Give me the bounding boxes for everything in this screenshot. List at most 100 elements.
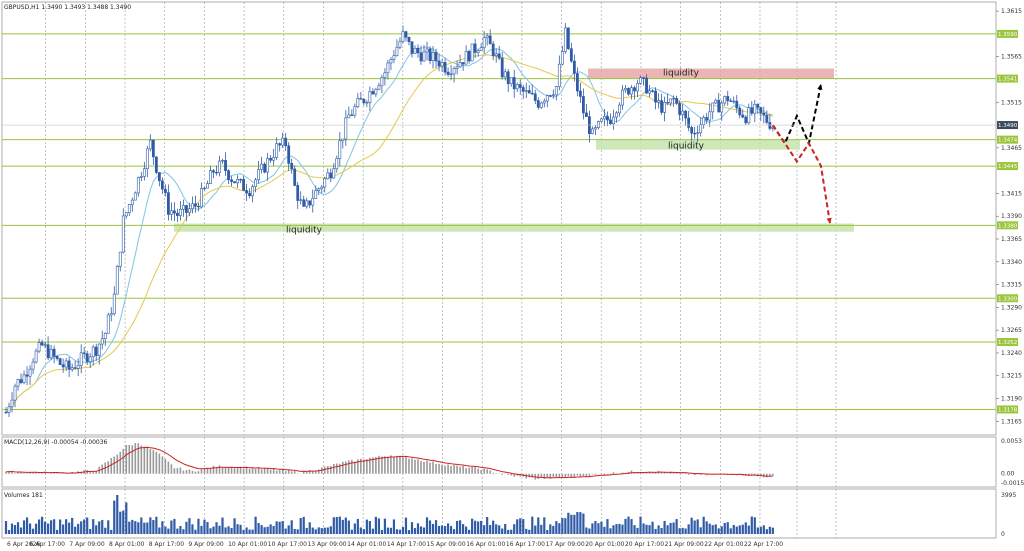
candle-body — [317, 188, 321, 191]
candle-body — [696, 132, 700, 134]
candle-body — [338, 140, 342, 159]
candle-body — [139, 176, 143, 178]
candle-body — [85, 353, 89, 363]
current-price-label: 1.3490 — [998, 123, 1018, 129]
time-label: 8 Apr 17:00 — [149, 541, 184, 548]
candle-body — [236, 178, 239, 184]
volume-bar — [666, 525, 669, 534]
volume-bar — [293, 528, 296, 534]
volume-bar — [657, 525, 660, 534]
horizontal-levels[interactable]: 1.3590 1.3541 1.3474 1.3445 1.3380 1.3300 1.32… — [2, 29, 1018, 414]
volume-bar — [455, 520, 459, 534]
volume-bar — [516, 519, 519, 534]
volume-bar — [639, 516, 642, 534]
volume-bar — [323, 527, 326, 534]
volume-bar — [113, 500, 116, 534]
candle-body — [663, 102, 666, 113]
candle-body — [380, 77, 384, 87]
volume-bar — [738, 525, 741, 534]
volume-bar — [185, 521, 188, 534]
volume-bar — [449, 526, 453, 534]
volume-bar — [708, 523, 711, 534]
volume-bar — [83, 519, 86, 534]
symbol-header: GBPUSD,H1 1.3490 1.3493 1.3488 1.3490 — [4, 4, 131, 11]
volume-bar — [492, 520, 495, 534]
projection-arrowhead — [826, 217, 832, 224]
volume-bar — [416, 523, 420, 534]
volume-bar — [377, 518, 380, 534]
candle-body — [188, 208, 191, 213]
candle-body — [136, 177, 140, 194]
candle-body — [542, 100, 546, 104]
volume-bar — [452, 529, 456, 534]
volume-bar — [335, 517, 338, 534]
price-tick-label: 1.3615 — [1001, 8, 1022, 15]
level-label: 1.3445 — [998, 164, 1018, 170]
volume-bar — [771, 527, 774, 534]
volume-bar — [176, 528, 179, 534]
volume-bar — [440, 525, 444, 534]
projection-path-down — [771, 124, 831, 224]
volume-bar — [672, 522, 675, 534]
volume-bar — [675, 519, 678, 534]
candle-body — [121, 215, 125, 253]
volume-bar — [660, 528, 663, 534]
volume-bar — [77, 523, 80, 534]
volume-bar — [762, 525, 765, 534]
candle-body — [597, 121, 600, 128]
candle-body — [612, 116, 615, 124]
candle-body — [7, 406, 11, 413]
candle-body — [242, 179, 245, 191]
volume-bar — [582, 513, 585, 534]
liquidity-zones[interactable]: liquidity liquidity liquidity — [174, 68, 854, 236]
candle-body — [127, 204, 131, 213]
candle-body — [103, 333, 107, 340]
volume-bar — [332, 517, 335, 534]
price-tick-label: 1.3265 — [1001, 327, 1022, 334]
current-price-marker: 1.3490 — [2, 121, 1018, 130]
volume-bar — [465, 526, 468, 534]
level-label: 1.3590 — [998, 32, 1018, 38]
candle-body — [458, 62, 462, 68]
volume-bar — [543, 517, 546, 534]
candle-body — [675, 98, 679, 104]
level-label: 1.3541 — [998, 77, 1017, 83]
volume-bar — [723, 522, 726, 534]
candle-body — [389, 59, 393, 64]
projection-arrows[interactable] — [771, 83, 832, 224]
candle-body — [109, 313, 113, 316]
level-tag — [997, 338, 1018, 347]
candle-body — [218, 160, 221, 174]
candle-body — [82, 352, 86, 354]
liquidity-label: liquidity — [668, 142, 705, 152]
candle-body — [494, 53, 498, 57]
candle-body — [260, 163, 264, 170]
candle-body — [142, 168, 146, 177]
volume-bar — [233, 518, 236, 534]
macd-signal-line — [5, 446, 773, 479]
volume-bar — [720, 526, 723, 534]
volumes-pane[interactable]: 3995 0 — [4, 492, 1017, 538]
volume-bar — [98, 521, 101, 534]
candle-body — [239, 178, 242, 181]
volume-bar — [383, 518, 387, 534]
candle-body — [145, 148, 149, 169]
volume-bar — [119, 511, 122, 534]
volume-bar — [200, 525, 203, 534]
macd-pane[interactable]: 0.0053 0.00 -0.0015 — [5, 438, 1024, 487]
volume-bar — [80, 521, 83, 534]
volume-bar — [434, 520, 438, 534]
candle-body — [548, 95, 552, 97]
volume-bar — [221, 517, 224, 534]
price-axis[interactable]: 1.3615 1.3565 1.3515 1.3465 1.3415 1.3390 1.33… — [996, 8, 1022, 425]
candle-body — [509, 77, 513, 85]
candle-body — [151, 139, 155, 158]
volume-bar — [182, 529, 185, 534]
volume-bar — [89, 528, 92, 534]
candle-body — [4, 411, 8, 414]
candle-body — [302, 199, 306, 207]
volume-bar — [495, 524, 498, 534]
